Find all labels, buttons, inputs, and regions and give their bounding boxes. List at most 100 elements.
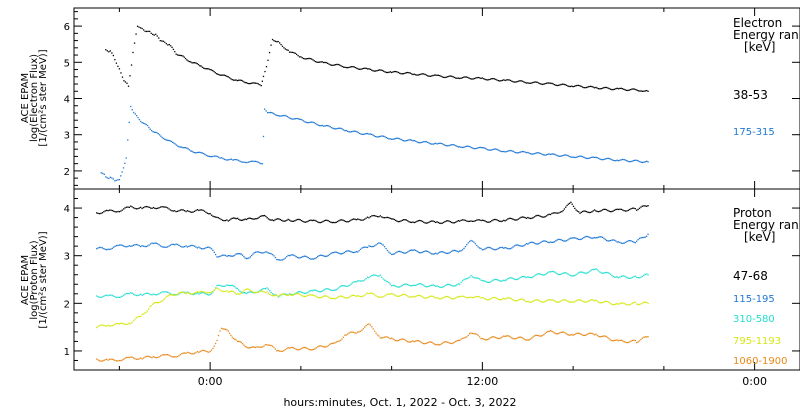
proton-point-1060-1900 [263,345,265,347]
proton-point-47-68 [274,219,276,221]
proton-point-1060-1900 [217,334,220,337]
proton-point-115-195 [213,251,215,253]
proton-point-47-68 [184,210,186,212]
proton-point-47-68 [127,206,129,208]
proton-point-795-1193 [469,296,471,299]
proton-point-310-580 [633,276,635,278]
proton-point-47-68 [115,211,118,213]
proton-point-310-580 [589,270,592,272]
proton-point-310-580 [593,268,596,271]
electron-point-175-315 [317,124,319,126]
electron-point-38-53 [364,67,366,69]
electron-point-175-315 [603,158,605,161]
electron-point-38-53 [597,87,600,90]
proton-point-47-68 [100,212,102,215]
proton-point-1060-1900 [508,335,510,337]
proton-point-310-580 [198,293,200,295]
proton-point-310-580 [149,293,152,296]
proton-point-310-580 [127,292,129,295]
proton-point-47-68 [186,210,189,212]
proton-point-47-68 [351,218,353,221]
electron-point-175-315 [160,135,162,137]
proton-point-47-68 [521,216,524,218]
proton-point-1060-1900 [529,338,532,340]
electron-point-38-53 [126,82,128,84]
proton-point-115-195 [517,244,520,246]
proton-point-115-195 [636,240,638,242]
proton-point-310-580 [584,272,586,274]
proton-point-795-1193 [334,298,336,300]
proton-point-47-68 [231,217,233,220]
proton-point-47-68 [631,207,634,209]
proton-point-795-1193 [568,301,570,303]
electron-point-175-315 [525,152,528,154]
proton-point-795-1193 [559,301,561,303]
proton-point-795-1193 [115,323,118,325]
electron-point-175-315 [328,125,330,127]
proton-point-310-580 [531,276,533,279]
proton-point-795-1193 [580,299,582,301]
proton-point-47-68 [579,212,581,214]
proton-point-1060-1900 [332,342,335,344]
proton-point-795-1193 [271,295,274,297]
proton-point-795-1193 [213,289,215,291]
proton-point-310-580 [581,271,584,273]
electron-point-38-53 [463,76,465,78]
electron-point-175-315 [573,156,576,159]
proton-point-47-68 [580,211,582,213]
proton-point-795-1193 [280,293,282,296]
proton-point-310-580 [217,284,220,286]
electron-point-175-315 [411,139,413,141]
proton-point-310-580 [609,273,612,275]
proton-point-1060-1900 [516,337,518,339]
electron-point-175-315 [261,163,264,165]
electron-point-38-53 [556,84,558,87]
proton-point-47-68 [227,220,229,222]
proton-point-795-1193 [528,301,530,303]
proton-point-115-195 [527,243,529,245]
proton-point-310-580 [110,294,112,296]
electron-point-38-53 [139,27,142,29]
proton-point-115-195 [371,246,373,248]
electron-point-38-53 [637,90,640,92]
proton-point-310-580 [545,273,548,275]
proton-point-115-195 [336,252,339,254]
proton-point-1060-1900 [616,339,618,341]
proton-point-310-580 [645,273,648,275]
proton-point-47-68 [395,219,397,222]
proton-point-1060-1900 [605,335,608,338]
proton-point-310-580 [445,284,448,286]
proton-point-115-195 [469,240,471,243]
electron-point-38-53 [344,66,346,68]
electron-point-38-53 [612,88,614,91]
proton-point-115-195 [488,246,490,249]
proton-point-310-580 [413,284,416,287]
electron-point-38-53 [158,37,160,39]
electron-point-38-53 [448,75,450,77]
electron-point-175-315 [309,121,311,123]
electron-point-38-53 [261,80,264,82]
proton-point-1060-1900 [577,332,580,334]
proton-point-115-195 [539,242,541,244]
electron-point-175-315 [340,127,342,130]
proton-point-47-68 [448,220,450,222]
proton-point-115-195 [203,247,206,250]
proton-point-115-195 [453,249,456,252]
electron-point-38-53 [317,61,319,63]
proton-point-47-68 [308,219,311,222]
proton-point-795-1193 [318,297,320,299]
proton-point-115-195 [603,237,605,239]
electron-point-38-53 [452,76,454,78]
proton-point-1060-1900 [120,359,122,362]
proton-point-1060-1900 [186,351,189,353]
electron-point-38-53 [425,74,428,76]
electron-point-175-315 [379,135,381,138]
proton-point-310-580 [493,278,496,281]
electron-point-38-53 [460,77,462,79]
proton-point-795-1193 [505,297,508,300]
electron-point-38-53 [284,48,286,50]
electron-point-175-315 [596,157,598,159]
proton-point-795-1193 [140,315,142,318]
proton-point-795-1193 [176,293,179,295]
proton-point-1060-1900 [437,344,440,346]
